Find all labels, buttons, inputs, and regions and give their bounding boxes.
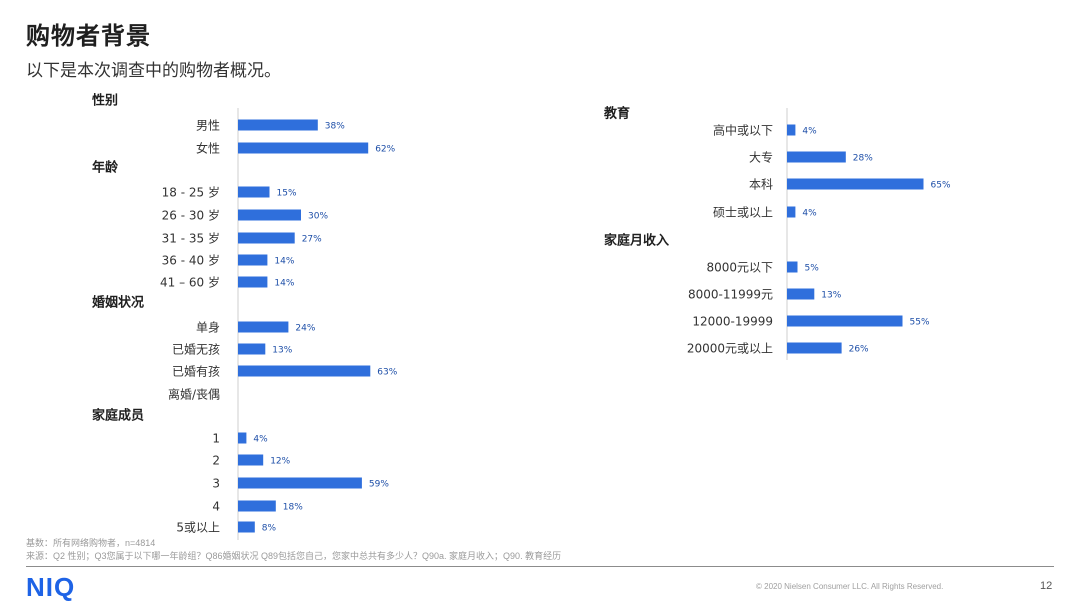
category-label: 8000-11999元 — [688, 288, 773, 302]
bar — [787, 315, 903, 327]
category-label: 本科 — [749, 178, 773, 192]
data-label: 4% — [253, 435, 268, 445]
category-label: 单身 — [196, 320, 220, 335]
page-subtitle: 以下是本次调查中的购物者概况。 — [26, 61, 281, 81]
bar — [787, 342, 842, 354]
bar — [238, 186, 270, 198]
category-label: 已婚无孩 — [172, 343, 220, 357]
bar — [787, 288, 815, 300]
category-label: 18 - 25 岁 — [162, 185, 220, 200]
data-label: 63% — [377, 368, 397, 378]
data-label: 30% — [308, 212, 328, 222]
section-title: 家庭月收入 — [604, 233, 669, 249]
category-label: 高中或以下 — [713, 123, 773, 138]
data-label: 4% — [802, 209, 817, 219]
data-label: 14% — [274, 279, 294, 289]
bar — [238, 477, 362, 489]
bar — [238, 209, 301, 221]
section-title: 性别 — [92, 93, 118, 109]
data-label: 59% — [369, 480, 389, 490]
bar — [238, 432, 247, 444]
bar — [238, 454, 264, 466]
data-label: 13% — [272, 346, 292, 356]
category-label: 硕士或以上 — [713, 206, 773, 220]
bar — [787, 151, 846, 163]
data-label: 24% — [295, 324, 315, 334]
page-title: 购物者背景 — [26, 22, 151, 50]
category-label: 20000元或以上 — [687, 342, 773, 356]
category-label: 已婚有孩 — [172, 365, 220, 379]
page-number: 12 — [1040, 580, 1053, 592]
data-label: 15% — [277, 189, 297, 199]
data-label: 4% — [802, 127, 817, 137]
data-label: 65% — [931, 181, 951, 191]
footer-divider — [26, 566, 1054, 567]
section-title: 年龄 — [92, 160, 119, 176]
category-label: 36 - 40 岁 — [162, 253, 220, 268]
niq-logo: NIQ — [26, 572, 76, 602]
category-label: 2 — [212, 454, 220, 468]
bar — [787, 261, 798, 273]
bar — [238, 343, 266, 355]
category-label: 31 - 35 岁 — [162, 231, 220, 246]
category-label: 8000元以下 — [706, 261, 773, 275]
bar — [238, 365, 371, 377]
bar — [787, 178, 924, 190]
data-label: 14% — [274, 257, 294, 267]
category-label: 4 — [212, 500, 220, 514]
category-label: 离婚/丧偶 — [168, 387, 220, 402]
data-label: 13% — [821, 291, 841, 301]
bar — [238, 142, 369, 154]
bar — [787, 206, 796, 218]
data-label: 27% — [302, 235, 322, 245]
bar — [238, 500, 276, 512]
data-label: 38% — [325, 122, 345, 132]
data-label: 18% — [283, 503, 303, 513]
data-label: 26% — [849, 345, 869, 355]
section-title: 婚姻状况 — [92, 295, 144, 311]
bar — [238, 276, 268, 288]
bar — [238, 232, 295, 244]
section-title: 家庭成员 — [92, 408, 144, 424]
category-label: 男性 — [196, 119, 220, 133]
data-label: 12% — [270, 457, 290, 467]
category-label: 女性 — [196, 141, 220, 156]
data-label: 28% — [853, 154, 873, 164]
copyright-text: © 2020 Nielsen Consumer LLC. All Rights … — [756, 582, 944, 591]
bar — [238, 521, 255, 533]
source-note: 来源：Q2 性别；Q3您属于以下哪一年龄组？Q86婚姻状况 Q89包括您自己，您… — [26, 551, 562, 561]
category-label: 41 – 60 岁 — [160, 275, 220, 290]
bar — [238, 254, 268, 266]
bar — [787, 124, 796, 136]
category-label: 大专 — [749, 150, 773, 165]
category-label: 26 - 30 岁 — [162, 208, 220, 223]
data-label: 8% — [262, 524, 277, 534]
bar — [238, 321, 289, 333]
bar — [238, 119, 318, 131]
base-note: 基数：所有网络购物者，n=4814 — [26, 538, 156, 548]
section-title: 教育 — [603, 106, 630, 122]
category-label: 12000-19999 — [692, 315, 773, 329]
category-label: 5或以上 — [176, 521, 220, 535]
data-label: 55% — [910, 318, 930, 328]
category-label: 3 — [212, 477, 220, 491]
category-label: 1 — [212, 432, 220, 446]
data-label: 62% — [375, 145, 395, 155]
data-label: 5% — [805, 264, 820, 274]
